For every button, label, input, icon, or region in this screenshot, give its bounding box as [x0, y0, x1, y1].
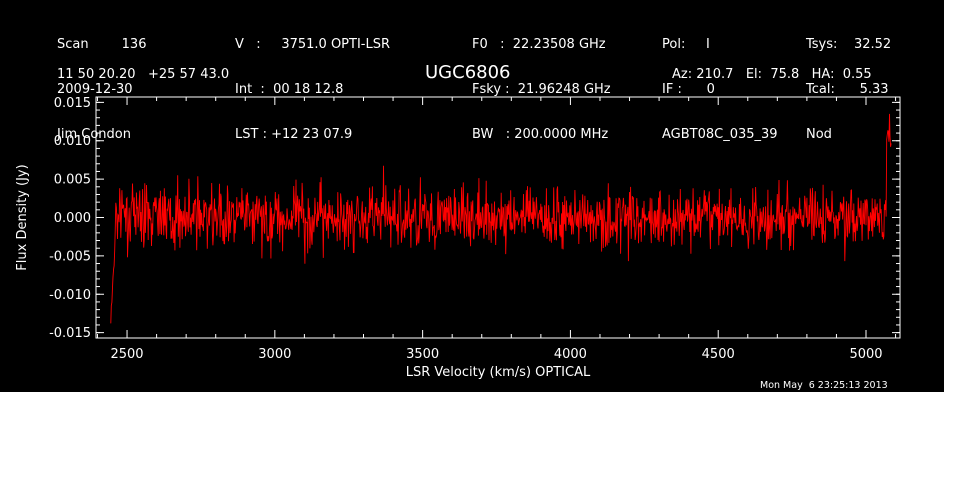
scan-number: Scan 136	[57, 37, 147, 52]
plot-timestamp: Mon May 6 23:25:13 2013	[760, 380, 888, 391]
plot-panel: Scan 136 2009-12-30 Jim Condon V : 3751.…	[0, 0, 944, 392]
x-tick-label: 2500	[110, 347, 143, 362]
velocity-info: V : 3751.0 OPTI-LSR	[235, 37, 391, 52]
if-number: IF : 0	[662, 82, 715, 97]
sky-frequency: Fsky : 21.96248 GHz	[472, 82, 611, 97]
x-tick-label: 5000	[849, 347, 882, 362]
x-axis-label: LSR Velocity (km/s) OPTICAL	[406, 365, 591, 380]
header-col-4: Pol: I IF : 0 AGBT08C_035_39	[662, 7, 778, 172]
x-tick-label: 4500	[702, 347, 735, 362]
tsys: Tsys: 32.52	[806, 37, 892, 52]
source-name: UGC6806	[425, 62, 511, 83]
tcal: Tcal: 5.33	[806, 82, 889, 97]
observer-name: Jim Condon	[57, 127, 131, 142]
header-col-2: V : 3751.0 OPTI-LSR Int : 00 18 12.8 LST…	[235, 7, 390, 172]
y-tick-label: 0.005	[54, 173, 91, 188]
y-tick-label: 0.000	[54, 211, 91, 226]
y-axis-label: Flux Density (Jy)	[15, 164, 30, 270]
az-el-ha: Az: 210.7 El: 75.8 HA: 0.55	[672, 67, 872, 82]
integration-time: Int : 00 18 12.8	[235, 82, 344, 97]
y-tick-label: -0.005	[49, 249, 91, 264]
header-col-3: F0 : 22.23508 GHz Fsky : 21.96248 GHz BW…	[472, 7, 611, 172]
header-col-1: Scan 136 2009-12-30 Jim Condon	[57, 7, 146, 172]
y-tick-label: -0.015	[49, 326, 91, 341]
project-id: AGBT08C_035_39	[662, 127, 778, 142]
x-tick-label: 3500	[406, 347, 439, 362]
switching-mode: Nod	[806, 127, 832, 142]
y-tick-label: -0.010	[49, 288, 91, 303]
spectrum-trace	[110, 113, 892, 324]
x-tick-label: 4000	[554, 347, 587, 362]
spectrum-chart: 2500 3000 3500 4000 4500 5000 -0.015 -0.010 -0.0…	[15, 96, 901, 380]
header-col-5: Tsys: 32.52 Tcal: 5.33 Nod	[806, 7, 891, 172]
y-tick-label: 0.015	[54, 96, 91, 111]
polarization: Pol: I	[662, 37, 710, 52]
observation-date: 2009-12-30	[57, 82, 133, 97]
lst-info: LST : +12 23 07.9	[235, 127, 353, 142]
x-tick-label: 3000	[258, 347, 291, 362]
y-tick-label: 0.010	[54, 134, 91, 149]
bandwidth: BW : 200.0000 MHz	[472, 127, 609, 142]
rest-frequency: F0 : 22.23508 GHz	[472, 37, 606, 52]
source-coordinates: 11 50 20.20 +25 57 43.0	[57, 67, 230, 82]
